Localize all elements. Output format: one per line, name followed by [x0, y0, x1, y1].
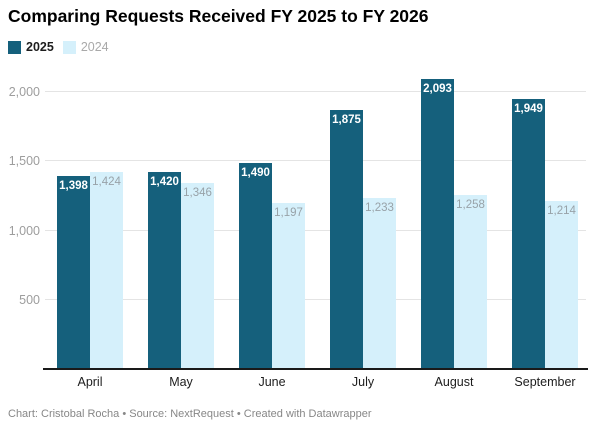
gridline	[45, 160, 586, 162]
bar-value-label: 1,490	[241, 166, 270, 179]
legend-swatch	[62, 40, 76, 54]
y-axis-tick-label: 1,500	[8, 154, 40, 169]
plot-area: 1,398 1,424 1,420 1,346 1,490 1,197 1,875 1,233…	[45, 75, 586, 369]
footer-credit: Chart: Cristobal Rocha • Source: NextReq…	[8, 408, 372, 420]
gridline	[45, 229, 586, 231]
bar-value-label: 1,875	[332, 113, 361, 126]
bar-value-label: 1,258	[456, 198, 485, 211]
bar-2024-august: 1,258	[454, 194, 487, 369]
bar-value-label: 2,093	[423, 83, 452, 96]
x-axis-label-august: August	[434, 375, 474, 389]
x-axis-label-june: June	[258, 375, 286, 389]
bar-value-label: 1,420	[150, 176, 179, 189]
bar-value-label: 1,197	[274, 207, 303, 220]
y-axis-tick-label: 500	[19, 292, 40, 307]
legend-label: 2025	[26, 40, 54, 54]
bar-2025-april: 1,398	[57, 175, 90, 369]
y-axis-tick-label: 2,000	[8, 85, 40, 100]
bar-value-label: 1,424	[92, 175, 121, 188]
y-axis: 500 1,000 1,500 2,000	[0, 75, 40, 369]
bar-value-label: 1,214	[547, 205, 576, 217]
x-axis-label-july: July	[351, 375, 375, 389]
gridline	[45, 298, 586, 300]
bar-2025-july: 1,875	[330, 109, 363, 369]
bar-2024-may: 1,346	[181, 182, 214, 369]
x-axis-label-april: April	[77, 375, 103, 389]
bar-2025-june: 1,490	[239, 162, 272, 369]
bar-2024-september: 1,214	[545, 201, 578, 369]
x-axis: April May June July August September	[0, 375, 600, 391]
legend-label: 2024	[80, 40, 109, 54]
bar-value-label: 1,233	[365, 202, 394, 215]
x-axis-label-september: September	[514, 375, 576, 389]
bar-2024-april: 1,424	[90, 171, 123, 369]
bar-2025-august: 2,093	[421, 79, 454, 369]
chart-title: Comparing Requests Received FY 2025 to F…	[8, 6, 429, 26]
legend-swatch	[8, 40, 21, 54]
bar-2025-september: 1,949	[512, 99, 545, 369]
bar-value-label: 1,949	[514, 103, 543, 116]
bar-2024-june: 1,197	[272, 203, 305, 369]
bar-2024-july: 1,233	[363, 198, 396, 369]
x-axis-baseline	[43, 368, 588, 370]
x-axis-label-may: May	[169, 375, 193, 389]
legend: 2025 2024	[8, 40, 109, 54]
y-axis-tick-label: 1,000	[8, 223, 40, 238]
bar-value-label: 1,398	[59, 179, 88, 192]
legend-item-2024[interactable]: 2024	[62, 40, 109, 54]
bar-value-label: 1,346	[183, 186, 212, 199]
gridline	[45, 91, 586, 93]
bar-2025-may: 1,420	[148, 172, 181, 369]
legend-item-2025[interactable]: 2025	[8, 40, 54, 54]
